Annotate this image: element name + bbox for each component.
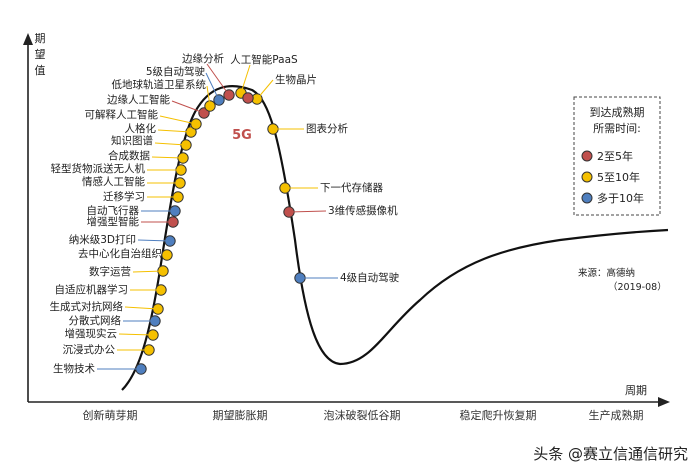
tech-dot — [242, 92, 254, 104]
tech-label: 情感人工智能 — [82, 175, 145, 188]
leader-line — [206, 63, 230, 96]
leader-line — [206, 85, 211, 107]
leader-line — [171, 100, 205, 114]
tech-label: 5级自动驾驶 — [146, 65, 206, 78]
tech-label: 自适应机器学习 — [55, 283, 129, 296]
tech-label: 3维传感摄像机 — [328, 204, 398, 217]
legend-item-5-10: 5至10年 — [597, 170, 640, 184]
tech-label: 边缘人工智能 — [107, 93, 170, 106]
y-axis-label-char: 期 — [35, 32, 46, 45]
phase-label-plateau: 生产成熟期 — [589, 408, 644, 422]
tech-label: 生成式对抗网络 — [50, 300, 124, 313]
legend-item-10plus: 多于10年 — [597, 191, 644, 205]
leader-line — [157, 129, 192, 133]
highlight-label-5g: 5G — [232, 128, 252, 143]
x-axis-label: 周期 — [625, 384, 647, 397]
leader-line — [256, 79, 274, 100]
axes: 期望值 周期 — [23, 32, 670, 407]
leader-line — [132, 270, 164, 273]
tech-label: 去中心化自治组织 — [78, 247, 162, 260]
x-axis-arrow — [658, 397, 670, 407]
legend: 到达成熟期 所需时间: 2至5年 5至10年 多于10年 — [573, 96, 661, 216]
tech-label: 增强现实云 — [65, 327, 118, 340]
tech-label: 可解释人工智能 — [85, 108, 159, 121]
tech-label: 知识图谱 — [111, 134, 153, 147]
phase-label-innovation: 创新萌芽期 — [83, 408, 138, 422]
phase-label-slope: 稳定爬升恢复期 — [460, 408, 537, 422]
tech-label: 分散式网络 — [69, 314, 122, 327]
phase-label-trough: 泡沫破裂低谷期 — [324, 408, 401, 422]
leader-line — [151, 156, 184, 159]
leader-line — [159, 115, 197, 125]
tech-label: 人格化 — [125, 122, 157, 135]
tech-label: 沉浸式办公 — [63, 343, 116, 356]
source-date: （2019-08） — [608, 281, 667, 293]
phase-labels: 创新萌芽期 期望膨胀期 泡沫破裂低谷期 稳定爬升恢复期 生产成熟期 — [83, 408, 644, 422]
legend-dot-5-10 — [581, 171, 593, 183]
y-axis-label-char: 值 — [35, 64, 46, 77]
leader-line — [118, 333, 154, 336]
tech-label: 图表分析 — [306, 122, 348, 135]
tech-label: 纳米级3D打印 — [69, 233, 136, 246]
leader-line — [154, 142, 187, 146]
legend-title-line1: 到达成熟期 — [590, 105, 645, 119]
leader-line — [137, 239, 171, 242]
leader-line — [240, 64, 251, 94]
tech-label: 轻型货物派送无人机 — [51, 162, 146, 175]
leader-line — [205, 72, 220, 101]
tech-label: 自动飞行器 — [87, 204, 140, 217]
legend-dot-2-5 — [581, 150, 593, 162]
tech-label: 下一代存储器 — [320, 181, 383, 194]
tech-label: 边缘分析 — [182, 52, 224, 65]
technology-dots — [135, 87, 306, 375]
tech-label: 生物技术 — [53, 362, 95, 375]
leader-line — [288, 210, 327, 213]
tech-label: 生物晶片 — [275, 73, 317, 86]
watermark: 头条 @赛立信通信研究 — [533, 445, 688, 463]
tech-label: 低地球轨道卫星系统 — [112, 78, 207, 91]
phase-label-peak: 期望膨胀期 — [213, 408, 268, 422]
source-label: 来源：高德纳 — [578, 267, 635, 279]
y-axis-arrow — [23, 33, 33, 45]
tech-label: 4级自动驾驶 — [340, 271, 400, 284]
legend-dot-10plus — [581, 192, 593, 204]
tech-label: 迁移学习 — [103, 190, 145, 203]
y-axis-label-char: 望 — [35, 48, 46, 61]
tech-label: 人工智能PaaS — [230, 53, 298, 66]
y-axis-label: 期望值 — [35, 32, 46, 77]
tech-label: 增强型智能 — [87, 215, 140, 228]
tech-label: 数字运营 — [89, 265, 131, 278]
tech-label: 合成数据 — [108, 149, 150, 162]
hype-curve — [121, 85, 669, 391]
leader-line — [124, 306, 159, 310]
legend-title-line2: 所需时间: — [593, 122, 641, 135]
legend-item-2-5: 2至5年 — [597, 149, 633, 163]
